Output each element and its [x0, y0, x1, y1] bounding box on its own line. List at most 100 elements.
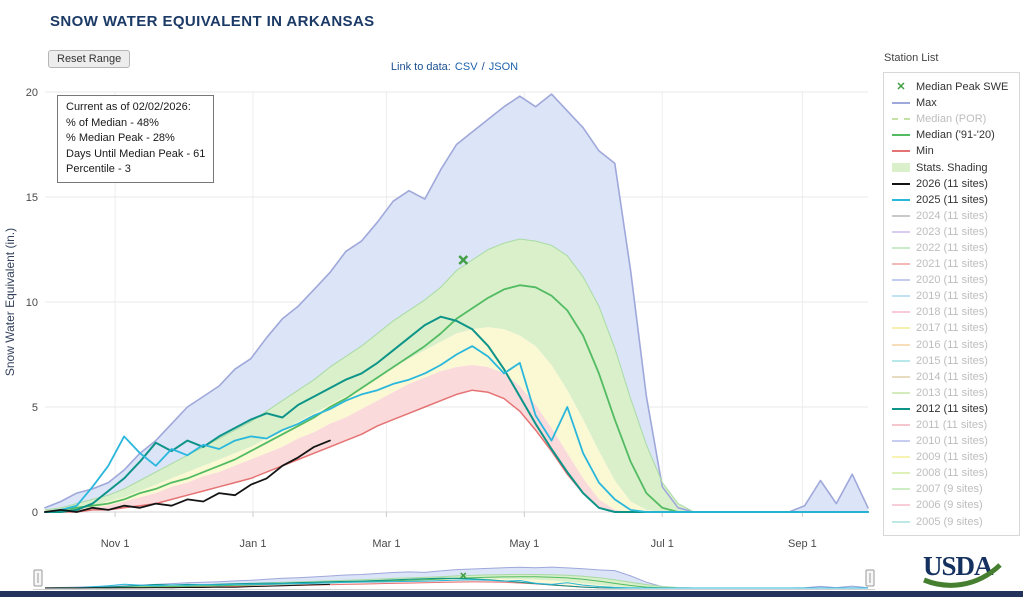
navigator-handle-left[interactable] — [33, 569, 43, 587]
series-line-icon — [892, 456, 910, 459]
legend-item-2021-11-sites[interactable]: 2021 (11 sites) — [892, 256, 1011, 272]
series-line-icon — [892, 520, 910, 523]
series-line-icon — [892, 102, 910, 105]
legend-item-median-91-20[interactable]: Median ('91-'20) — [892, 127, 1011, 143]
legend-item-label: Max — [916, 97, 937, 110]
page-title: SNOW WATER EQUIVALENT IN ARKANSAS — [50, 13, 375, 30]
legend-item-label: 2014 (11 sites) — [916, 370, 988, 383]
json-link[interactable]: JSON — [488, 61, 519, 73]
legend-item-label: 2010 (11 sites) — [916, 435, 988, 448]
legend-item-2018-11-sites[interactable]: 2018 (11 sites) — [892, 304, 1011, 320]
x-tick-label: Nov 1 — [101, 538, 130, 550]
legend-item-label: Median ('91-'20) — [916, 129, 995, 142]
y-axis-title: Snow Water Equivalent (in.) — [3, 228, 17, 376]
series-line-2025[interactable] — [44, 345, 869, 513]
legend-item-median-por[interactable]: Median (POR) — [892, 111, 1011, 127]
legend-item-2006-9-sites[interactable]: 2006 (9 sites) — [892, 497, 1011, 513]
legend-item-2019-11-sites[interactable]: 2019 (11 sites) — [892, 288, 1011, 304]
series-line-icon — [892, 279, 910, 282]
series-line-icon — [892, 472, 910, 475]
stats-line: % of Median - 48% — [66, 116, 159, 129]
legend-item-2022-11-sites[interactable]: 2022 (11 sites) — [892, 240, 1011, 256]
series-line-icon — [892, 424, 910, 427]
main-plot[interactable]: Nov 1 Jan 1 Mar 1 May 1 Jul 1 Sep 1 0 5 10 15 20 Sn… — [3, 87, 869, 550]
series-line-icon — [892, 150, 910, 153]
nav-band-p70-max — [45, 567, 868, 588]
series-line-icon — [892, 246, 910, 249]
legend-item-label: 2024 (11 sites) — [916, 209, 988, 222]
legend-item-2014-11-sites[interactable]: 2014 (11 sites) — [892, 369, 1011, 385]
series-line-icon — [892, 407, 910, 410]
legend-item-2024-11-sites[interactable]: 2024 (11 sites) — [892, 208, 1011, 224]
legend-item-stats-shading[interactable]: Stats. Shading — [892, 159, 1011, 175]
legend-item-2017-11-sites[interactable]: 2017 (11 sites) — [892, 320, 1011, 336]
legend-item-2020-11-sites[interactable]: 2020 (11 sites) — [892, 272, 1011, 288]
x-tick-label: Sep 1 — [788, 538, 817, 550]
x-tick-label: May 1 — [509, 538, 539, 550]
median-peak-x-icon: ✕ — [896, 80, 906, 93]
legend-item-label: 2016 (11 sites) — [916, 338, 988, 351]
y-tick-label: 5 — [32, 402, 38, 414]
legend-item-2013-11-sites[interactable]: 2013 (11 sites) — [892, 385, 1011, 401]
legend-item-label: 2018 (11 sites) — [916, 306, 988, 319]
legend-item-median-peak-swe[interactable]: ✕ Median Peak SWE — [892, 79, 1011, 95]
legend-item-2009-11-sites[interactable]: 2009 (11 sites) — [892, 449, 1011, 465]
series-line-icon — [892, 504, 910, 507]
legend-item-label: 2026 (11 sites) — [916, 177, 988, 190]
navigator[interactable] — [33, 566, 875, 590]
legend-item-2005-9-sites[interactable]: 2005 (9 sites) — [892, 514, 1011, 530]
legend-item-min[interactable]: Min — [892, 143, 1011, 159]
series-line-icon — [892, 488, 910, 491]
series-line-icon — [892, 359, 910, 362]
series-line-icon — [892, 327, 910, 330]
legend-item-2011-11-sites[interactable]: 2011 (11 sites) — [892, 417, 1011, 433]
legend: ✕ Median Peak SWE Max Median (POR) Median ('… — [883, 72, 1020, 536]
data-links-label: Link to data: — [390, 61, 451, 73]
band-min-p10 — [45, 365, 868, 512]
band-p10-p30 — [45, 327, 868, 512]
legend-item-label: 2009 (11 sites) — [916, 451, 988, 464]
legend-item-max[interactable]: Max — [892, 95, 1011, 111]
series-line-icon — [892, 182, 910, 185]
series-line-icon — [892, 295, 910, 298]
legend-item-label: Min — [916, 145, 934, 158]
usda-swoosh — [923, 563, 1002, 588]
current-stats-box: Current as of 02/02/2026: % of Median - 4… — [57, 95, 215, 184]
stats-line: % Median Peak - 28% — [66, 132, 175, 145]
stats-line: Current as of 02/02/2026: — [66, 101, 191, 113]
legend-item-label: 2008 (11 sites) — [916, 467, 988, 480]
legend-item-2008-11-sites[interactable]: 2008 (11 sites) — [892, 465, 1011, 481]
shading-swatch-icon — [892, 163, 910, 173]
legend-item-2012-11-sites[interactable]: 2012 (11 sites) — [892, 401, 1011, 417]
legend-item-label: 2020 (11 sites) — [916, 274, 988, 287]
legend-item-2010-11-sites[interactable]: 2010 (11 sites) — [892, 433, 1011, 449]
legend-item-2026-11-sites[interactable]: 2026 (11 sites) — [892, 176, 1011, 192]
legend-item-2025-11-sites[interactable]: 2025 (11 sites) — [892, 192, 1011, 208]
y-tick-label: 0 — [32, 507, 38, 519]
nav-series-2025 — [44, 579, 868, 589]
csv-link[interactable]: CSV — [454, 61, 478, 73]
nav-series-2026 — [44, 583, 330, 589]
nav-median-peak-marker — [460, 572, 467, 579]
legend-item-label: Median (POR) — [916, 113, 987, 126]
legend-item-label: 2019 (11 sites) — [916, 290, 988, 303]
x-tick-label: Jul 1 — [651, 538, 674, 550]
x-tick-label: Mar 1 — [372, 538, 400, 550]
legend-item-2023-11-sites[interactable]: 2023 (11 sites) — [892, 224, 1011, 240]
series-line-2026[interactable] — [44, 439, 331, 513]
legend-item-2007-9-sites[interactable]: 2007 (9 sites) — [892, 481, 1011, 497]
stats-line: Days Until Median Peak - 61 — [66, 147, 206, 160]
bottom-scrollbar[interactable] — [0, 591, 1023, 597]
legend-item-label: 2011 (11 sites) — [916, 419, 988, 432]
nav-band-p10-p30 — [45, 578, 868, 588]
reset-range-button[interactable]: Reset Range — [48, 50, 131, 68]
series-line-icon — [892, 118, 910, 121]
legend-item-label: 2025 (11 sites) — [916, 193, 988, 206]
legend-item-label: 2017 (11 sites) — [916, 322, 988, 335]
navigator-handle-right[interactable] — [865, 569, 875, 587]
median-peak-swe-marker[interactable] — [458, 255, 469, 265]
series-line-icon — [892, 343, 910, 346]
legend-item-2016-11-sites[interactable]: 2016 (11 sites) — [892, 337, 1011, 353]
legend-item-2015-11-sites[interactable]: 2015 (11 sites) — [892, 353, 1011, 369]
